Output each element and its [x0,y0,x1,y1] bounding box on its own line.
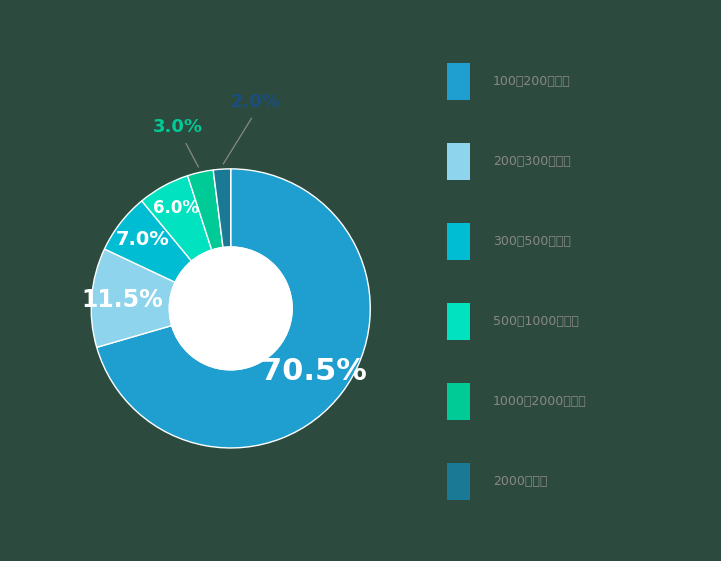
Bar [447,384,470,420]
Circle shape [169,247,292,370]
Text: 100～200株未満: 100～200株未満 [493,75,571,88]
Bar [447,143,470,180]
Text: 11.5%: 11.5% [81,288,163,312]
Wedge shape [91,249,175,347]
Text: 500～1000株未満: 500～1000株未満 [493,315,579,328]
Text: 1000～2000株未満: 1000～2000株未満 [493,396,587,408]
Wedge shape [97,169,371,448]
Wedge shape [213,169,231,247]
Text: 200～300株未満: 200～300株未満 [493,155,571,168]
Wedge shape [187,170,223,250]
Bar [447,223,470,260]
Text: 300～500株未満: 300～500株未満 [493,235,571,249]
Bar [447,463,470,500]
Text: 2.0%: 2.0% [231,93,281,111]
Text: 3.0%: 3.0% [153,118,203,136]
Text: 7.0%: 7.0% [115,231,169,250]
Wedge shape [105,201,192,282]
Bar [447,63,470,100]
Text: 6.0%: 6.0% [153,199,198,217]
Text: 70.5%: 70.5% [262,357,368,386]
Bar [447,304,470,340]
Wedge shape [142,176,212,261]
Text: 2000株以上: 2000株以上 [493,475,547,489]
